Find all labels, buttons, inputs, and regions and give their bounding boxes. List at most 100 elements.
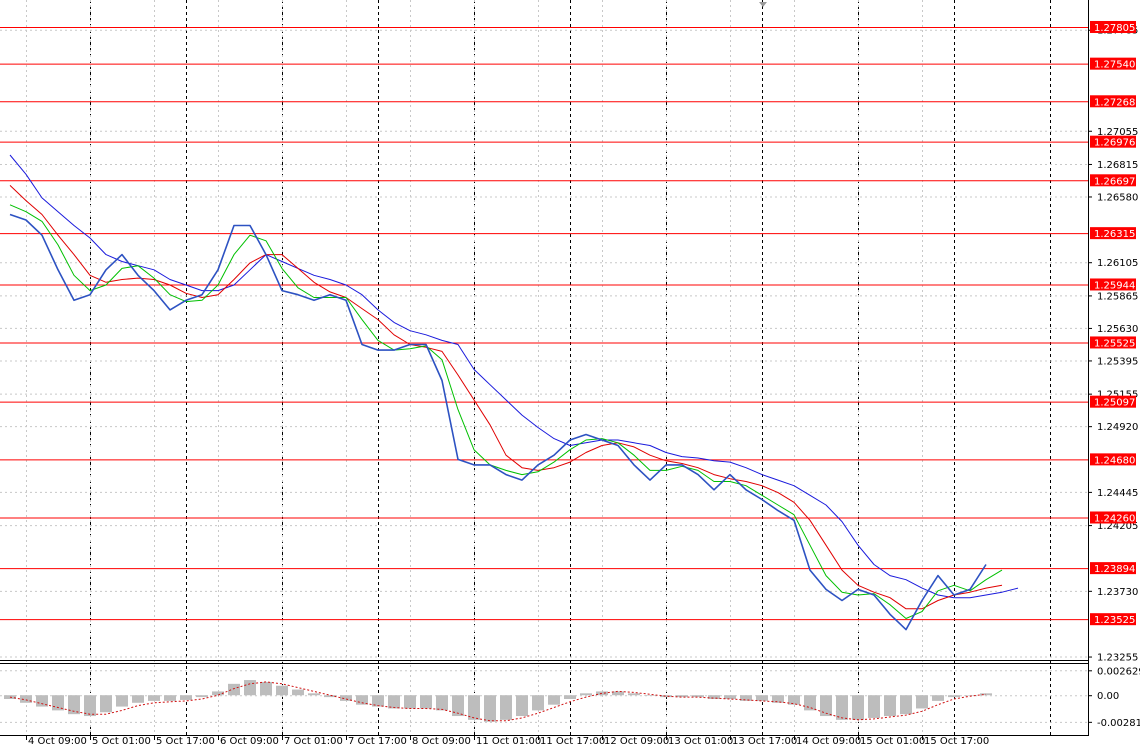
osc-bar	[900, 695, 912, 715]
osc-bar	[532, 695, 544, 711]
y-tick-label: 1.25155	[1097, 390, 1138, 401]
x-tick-label: 14 Oct 09:00	[796, 736, 861, 747]
osc-bar	[500, 695, 512, 720]
osc-bar	[868, 695, 880, 718]
moving-average	[9, 204, 1003, 619]
osc-bar	[660, 695, 672, 698]
osc-bar	[916, 695, 928, 709]
osc-bar	[708, 695, 720, 699]
y-tick-label: 1.27055	[1097, 127, 1138, 138]
x-tick-label: 15 Oct 01:00	[860, 736, 925, 747]
y-tick-label: 0.002629	[1097, 666, 1140, 677]
osc-bar	[612, 691, 624, 696]
x-tick-label: 5 Oct 01:00	[92, 736, 151, 747]
y-tick-label: 1.23730	[1097, 587, 1138, 598]
osc-bar	[820, 695, 832, 717]
levels	[0, 26, 1088, 621]
osc-bar	[276, 685, 288, 696]
x-tick-label: 7 Oct 01:00	[284, 736, 343, 747]
osc-bar	[724, 695, 736, 699]
level-label-box	[1090, 511, 1136, 524]
osc-bar	[436, 695, 448, 711]
level-label-box	[1090, 613, 1136, 626]
osc-bar	[292, 689, 304, 696]
osc-bar	[676, 695, 688, 698]
signal-line	[9, 681, 987, 722]
osc-bar	[308, 693, 320, 696]
osc-bar	[372, 695, 384, 707]
osc-bar	[388, 695, 400, 709]
level-label-box	[1090, 562, 1136, 575]
level-label: 1.26315	[1094, 229, 1135, 240]
y-tick-label: 1.26580	[1097, 192, 1138, 203]
x-tick-label: 4 Oct 09:00	[28, 736, 87, 747]
y-tick-label: 1.24920	[1097, 422, 1138, 433]
moving-average	[9, 185, 1003, 610]
osc-bar	[404, 695, 416, 709]
y-tick-label: 1.25395	[1097, 356, 1138, 367]
osc-bar	[164, 695, 176, 701]
osc-bar	[356, 695, 368, 705]
osc-bar	[68, 695, 80, 715]
y-tick-label: 0.00	[1097, 691, 1119, 702]
level-label: 1.27805	[1094, 23, 1135, 34]
osc-bar	[180, 695, 192, 700]
y-tick-label: 1.25865	[1097, 291, 1138, 302]
osc-bar	[84, 695, 96, 717]
osc-bar	[644, 695, 656, 696]
osc-bar	[420, 695, 432, 709]
y-tick-label: 1.24445	[1097, 488, 1138, 499]
level-label-box	[1090, 174, 1136, 187]
level-label: 1.24260	[1094, 513, 1135, 524]
osc-bar	[228, 683, 240, 696]
x-tick-label: 7 Oct 17:00	[348, 736, 407, 747]
level-label-box	[1090, 135, 1136, 148]
osc-bar	[804, 695, 816, 711]
level-label-box	[1090, 453, 1136, 466]
price-line	[9, 213, 987, 631]
osc-bar	[516, 695, 528, 717]
osc-bar	[20, 695, 32, 703]
x-tick-label: 6 Oct 09:00	[220, 736, 279, 747]
osc-bar	[836, 695, 848, 720]
x-tick-label: 5 Oct 17:00	[156, 736, 215, 747]
osc-bar	[484, 695, 496, 722]
moving-average	[9, 154, 1019, 599]
x-tick-label: 13 Oct 01:00	[668, 736, 733, 747]
osc-bar	[948, 695, 960, 698]
osc-bar	[260, 681, 272, 696]
osc-bar	[788, 695, 800, 705]
y-tick-label: 1.26815	[1097, 160, 1138, 171]
x-tick-label: 8 Oct 09:00	[412, 736, 471, 747]
osc-bar	[772, 695, 784, 703]
osc-bar	[132, 695, 144, 703]
level-label-box	[1090, 20, 1136, 33]
osc-bar	[580, 693, 592, 696]
osc-bar	[116, 695, 128, 707]
osc-bar	[852, 695, 864, 720]
level-label: 1.25525	[1094, 338, 1135, 349]
osc-bar	[692, 695, 704, 698]
level-label: 1.25097	[1094, 398, 1135, 409]
y-tick-label: 1.23255	[1097, 653, 1138, 664]
y-tick-label: 1.26105	[1097, 258, 1138, 269]
osc-bar	[244, 680, 256, 696]
level-label-box	[1090, 57, 1136, 70]
axes	[0, 0, 1089, 736]
level-label: 1.27540	[1094, 60, 1135, 71]
x-tick-label: 12 Oct 09:00	[604, 736, 669, 747]
plot	[4, 154, 1019, 722]
y-tick-label: 1.24205	[1097, 521, 1138, 532]
level-label: 1.23894	[1094, 564, 1135, 575]
osc-bar	[740, 695, 752, 701]
level-label: 1.24680	[1094, 455, 1135, 466]
level-label: 1.25944	[1094, 280, 1135, 291]
level-label-box	[1090, 336, 1136, 349]
osc-bar	[596, 691, 608, 696]
osc-bar	[324, 695, 336, 698]
y-tick-label: 1.25630	[1097, 324, 1138, 335]
level-label-box	[1090, 395, 1136, 408]
osc-bar	[100, 695, 112, 713]
